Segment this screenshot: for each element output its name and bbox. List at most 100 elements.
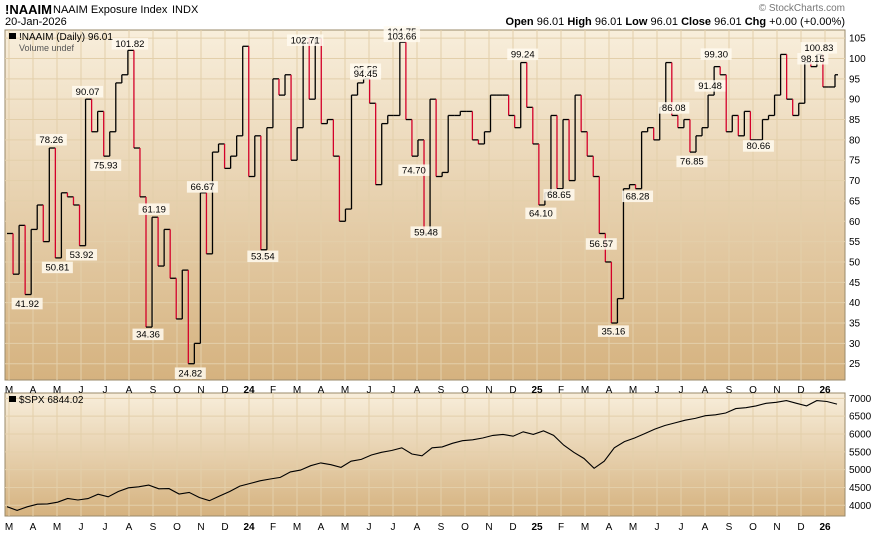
naaim-value-label-bg	[800, 42, 838, 54]
naaim-value-label: 98.15	[801, 54, 825, 65]
naaim-value-label: 80.66	[747, 141, 771, 152]
spx-x-tick-label: J	[391, 522, 396, 533]
naaim-value-label-bg	[585, 238, 617, 250]
high-value: 96.01	[594, 16, 623, 28]
naaim-x-tick-label: F	[558, 385, 564, 396]
naaim-x-tick-label: D	[509, 385, 516, 396]
spx-x-tick-label: M	[629, 522, 637, 533]
spx-x-tick-label: 25	[531, 522, 543, 533]
naaim-x-tick-label: D	[797, 385, 804, 396]
naaim-value-label: 61.19	[142, 204, 166, 215]
spx-x-tick-label: S	[438, 522, 445, 533]
naaim-y-tick-label: 100	[849, 54, 866, 65]
naaim-x-tick-label: A	[414, 385, 421, 396]
naaim-x-tick-label: J	[679, 385, 684, 396]
naaim-y-tick-label: 35	[849, 319, 861, 330]
naaim-value-label: 41.92	[15, 299, 39, 310]
naaim-y-tick-label: 65	[849, 196, 861, 207]
naaim-series	[7, 37, 838, 365]
naaim-y-tick-label: 25	[849, 359, 861, 370]
spx-x-tick-label: A	[30, 522, 37, 533]
naaim-y-tick-label: 55	[849, 237, 861, 248]
naaim-value-label: 64.10	[529, 209, 553, 220]
chg-label: Chg	[744, 16, 767, 28]
spx-y-tick-label: 6000	[849, 430, 872, 441]
ohlc-readout: Open 96.01 High 96.01 Low 96.01 Close 96…	[506, 16, 845, 28]
close-value: 96.01	[714, 16, 742, 28]
spx-legend-title: $SPX 6844.02	[19, 395, 84, 406]
naaim-value-label-bg	[658, 102, 690, 114]
naaim-value-label-bg	[66, 249, 98, 261]
naaim-x-tick-label: N	[773, 385, 780, 396]
naaim-value-label: 102.71	[291, 35, 320, 46]
symbol: !NAAIM	[5, 2, 52, 17]
naaim-x-tick-label: J	[367, 385, 372, 396]
naaim-value-label: 35.16	[601, 326, 625, 337]
naaim-x-tick-label: O	[173, 385, 181, 396]
spx-y-tick-label: 4000	[849, 501, 872, 512]
naaim-value-label: 103.66	[387, 32, 416, 43]
spx-x-tick-label: S	[150, 522, 157, 533]
naaim-value-label: 91.48	[698, 81, 722, 92]
naaim-y-tick-label: 60	[849, 217, 861, 228]
spx-x-tick-label: 26	[819, 522, 831, 533]
naaim-y-tick-label: 40	[849, 298, 861, 309]
naaim-value-label: 24.82	[178, 368, 202, 379]
naaim-value-label-bg	[676, 155, 708, 168]
naaim-x-tick-label: M	[293, 385, 301, 396]
watermark: © StockCharts.com	[758, 3, 845, 14]
naaim-value-label: 56.57	[589, 239, 613, 250]
spx-y-tick-label: 6500	[849, 412, 872, 423]
naaim-value-label: 78.26	[39, 135, 63, 146]
spx-x-tick-label: F	[270, 522, 276, 533]
naaim-x-tick-label: A	[126, 385, 133, 396]
naaim-x-tick-label: M	[581, 385, 589, 396]
naaim-y-tick-label: 95	[849, 74, 861, 85]
naaim-x-tick-label: J	[103, 385, 108, 396]
naaim-x-tick-label: A	[702, 385, 709, 396]
spx-x-tick-label: N	[197, 522, 204, 533]
naaim-x-tick-label: A	[318, 385, 325, 396]
naaim-value-label-bg	[383, 30, 421, 43]
naaim-value-label-bg	[597, 325, 629, 337]
exchange: INDX	[172, 4, 199, 16]
naaim-x-tick-label: 24	[243, 385, 255, 396]
spx-x-tick-label: M	[5, 522, 13, 533]
naaim-y-tick-label: 85	[849, 115, 861, 126]
naaim-value-label: 99.30	[704, 49, 728, 60]
naaim-value-label-bg	[398, 164, 430, 176]
naaim-x-tick-label: N	[485, 385, 492, 396]
spx-x-tick-label: D	[221, 522, 228, 533]
naaim-value-label-bg	[622, 190, 654, 203]
naaim-value-label-bg	[543, 189, 575, 201]
naaim-value-label-bg	[138, 203, 170, 215]
naaim-value-label-bg	[72, 85, 104, 98]
naaim-value-label-bg	[797, 53, 829, 65]
naaim-value-label: 59.48	[414, 227, 438, 238]
spx-y-tick-label: 5500	[849, 447, 872, 458]
spx-x-tick-label: J	[679, 522, 684, 533]
spx-x-tick-label: A	[414, 522, 421, 533]
naaim-value-label: 50.81	[45, 263, 69, 274]
spx-x-tick-label: A	[318, 522, 325, 533]
spx-x-tick-label: J	[103, 522, 108, 533]
naaim-y-tick-label: 105	[849, 34, 866, 45]
naaim-value-label: 74.70	[402, 165, 426, 176]
spx-x-tick-label: J	[367, 522, 372, 533]
low-label: Low	[625, 16, 648, 28]
naaim-value-label-bg	[35, 133, 67, 146]
naaim-x-tick-label: S	[726, 385, 733, 396]
spx-line	[6, 400, 838, 511]
naaim-value-label-bg	[286, 34, 324, 46]
naaim-value-label: 94.45	[354, 69, 378, 80]
close-label: Close	[681, 16, 712, 28]
naaim-legend-swatch	[9, 33, 16, 39]
naaim-value-label: 75.93	[94, 160, 118, 171]
spx-legend-swatch	[9, 396, 16, 402]
naaim-value-label-bg	[694, 80, 726, 92]
naaim-x-tick-label: M	[5, 385, 13, 396]
index-name: NAAIM Exposure Index	[53, 4, 168, 16]
naaim-legend-title: !NAAIM (Daily) 96.01	[19, 32, 113, 43]
spx-x-tick-label: A	[606, 522, 613, 533]
